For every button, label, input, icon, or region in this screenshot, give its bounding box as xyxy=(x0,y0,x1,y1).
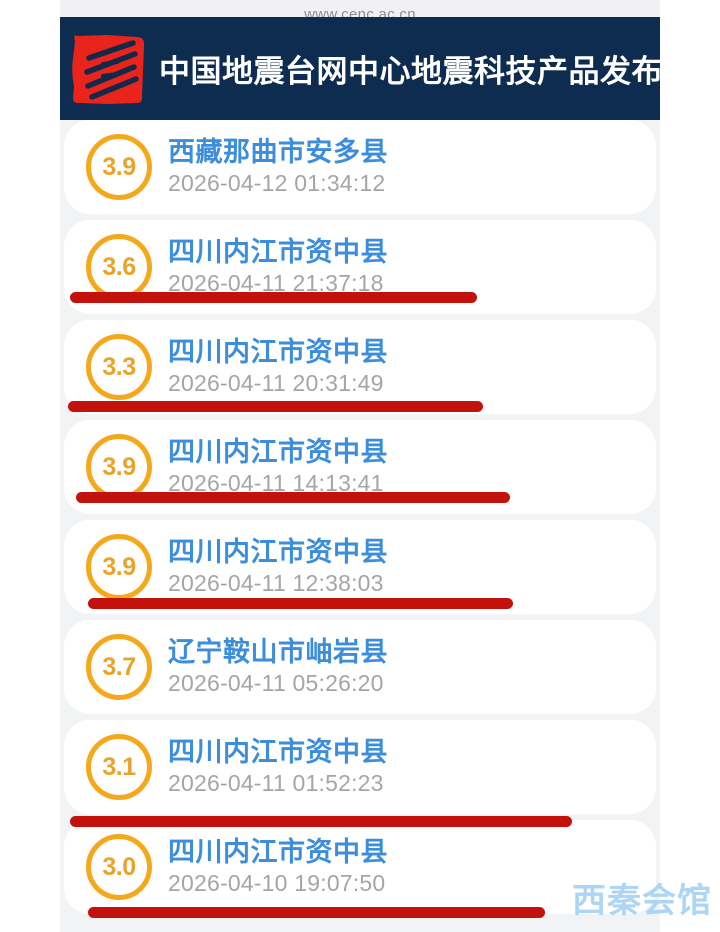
page-title: 中国地震台网中心地震科技产品发布 xyxy=(159,54,660,89)
list-item[interactable]: 3.9 西藏那曲市安多县 2026-04-12 01:34:12 xyxy=(64,120,656,214)
quake-info: 四川内江市资中县 2026-04-10 19:07:50 xyxy=(168,837,388,898)
magnitude-badge: 3.0 xyxy=(86,834,152,900)
list-item[interactable]: 3.0 四川内江市资中县 2026-04-10 19:07:50 xyxy=(64,820,656,914)
magnitude-badge: 3.9 xyxy=(86,534,152,600)
quake-timestamp: 2026-04-11 20:31:49 xyxy=(168,369,384,396)
quake-location[interactable]: 辽宁鞍山市岫岩县 xyxy=(168,636,388,667)
quake-timestamp: 2026-04-11 01:52:23 xyxy=(168,769,384,796)
magnitude-value: 3.1 xyxy=(102,752,136,781)
quake-location[interactable]: 四川内江市资中县 xyxy=(168,236,388,267)
magnitude-value: 3.7 xyxy=(102,652,136,681)
quake-info: 四川内江市资中县 2026-04-11 12:38:03 xyxy=(168,537,388,598)
quake-timestamp: 2026-04-11 12:38:03 xyxy=(168,569,384,596)
quake-info: 辽宁鞍山市岫岩县 2026-04-11 05:26:20 xyxy=(168,637,388,698)
list-item[interactable]: 3.1 四川内江市资中县 2026-04-11 01:52:23 xyxy=(64,720,656,814)
magnitude-value: 3.9 xyxy=(102,452,136,481)
quake-info: 四川内江市资中县 2026-04-11 20:31:49 xyxy=(168,337,388,398)
magnitude-value: 3.3 xyxy=(102,352,136,381)
magnitude-value: 3.9 xyxy=(102,152,136,181)
list-item[interactable]: 3.3 四川内江市资中县 2026-04-11 20:31:49 xyxy=(64,320,656,414)
list-item[interactable]: 3.7 辽宁鞍山市岫岩县 2026-04-11 05:26:20 xyxy=(64,620,656,714)
quake-location[interactable]: 四川内江市资中县 xyxy=(168,436,388,467)
quake-info: 西藏那曲市安多县 2026-04-12 01:34:12 xyxy=(168,137,388,198)
quake-info: 四川内江市资中县 2026-04-11 01:52:23 xyxy=(168,737,388,798)
url-text: www.cenc.ac.cn xyxy=(304,6,416,18)
quake-location[interactable]: 四川内江市资中县 xyxy=(168,536,388,567)
cenc-logo-icon xyxy=(67,28,151,110)
list-item[interactable]: 3.9 四川内江市资中县 2026-04-11 12:38:03 xyxy=(64,520,656,614)
magnitude-badge: 3.6 xyxy=(86,234,152,300)
quake-timestamp: 2026-04-11 14:13:41 xyxy=(168,469,384,496)
magnitude-value: 3.9 xyxy=(102,552,136,581)
quake-info: 四川内江市资中县 2026-04-11 21:37:18 xyxy=(168,237,388,298)
magnitude-badge: 3.7 xyxy=(86,634,152,700)
quake-location[interactable]: 四川内江市资中县 xyxy=(168,736,388,767)
quake-info: 四川内江市资中县 2026-04-11 14:13:41 xyxy=(168,437,388,498)
quake-timestamp: 2026-04-11 05:26:20 xyxy=(168,669,384,696)
quake-location[interactable]: 四川内江市资中县 xyxy=(168,336,388,367)
earthquake-list: 3.9 西藏那曲市安多县 2026-04-12 01:34:12 3.6 四川内… xyxy=(60,120,660,920)
list-item[interactable]: 3.9 四川内江市资中县 2026-04-11 14:13:41 xyxy=(64,420,656,514)
magnitude-badge: 3.9 xyxy=(86,134,152,200)
magnitude-badge: 3.3 xyxy=(86,334,152,400)
magnitude-value: 3.6 xyxy=(102,252,136,281)
watermark: 西秦会馆 xyxy=(572,882,712,920)
list-item[interactable]: 3.6 四川内江市资中县 2026-04-11 21:37:18 xyxy=(64,220,656,314)
quake-timestamp: 2026-04-10 19:07:50 xyxy=(168,869,386,896)
browser-url-bar[interactable]: www.cenc.ac.cn xyxy=(60,0,660,18)
magnitude-badge: 3.9 xyxy=(86,434,152,500)
quake-timestamp: 2026-04-11 21:37:18 xyxy=(168,269,384,296)
site-header: 中国地震台网中心地震科技产品发布 xyxy=(60,17,660,120)
magnitude-value: 3.0 xyxy=(102,852,136,881)
magnitude-badge: 3.1 xyxy=(86,734,152,800)
quake-location[interactable]: 西藏那曲市安多县 xyxy=(168,136,388,167)
quake-timestamp: 2026-04-12 01:34:12 xyxy=(168,169,386,196)
quake-location[interactable]: 四川内江市资中县 xyxy=(168,836,388,867)
phone-viewport: www.cenc.ac.cn xyxy=(60,0,660,932)
